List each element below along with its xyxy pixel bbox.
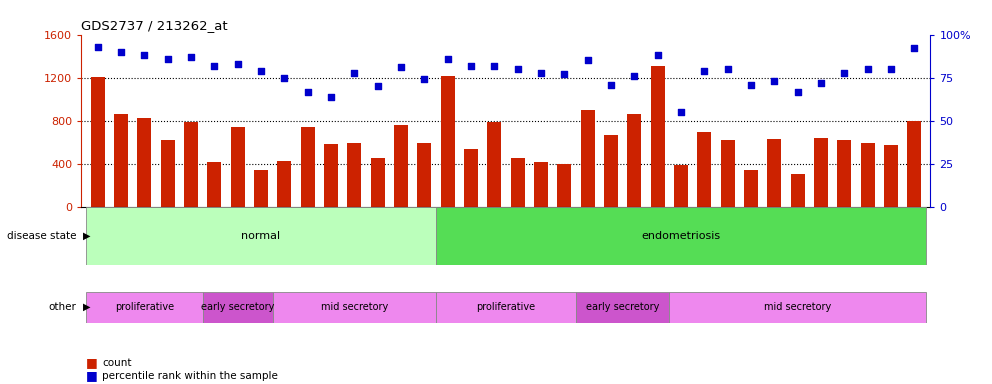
Bar: [418, 142, 432, 207]
Point: [557, 71, 572, 78]
Point: [860, 66, 876, 72]
Point: [696, 68, 712, 74]
Bar: [651, 66, 665, 207]
Point: [136, 52, 152, 58]
Bar: [791, 174, 805, 207]
Bar: [137, 118, 152, 207]
Point: [417, 76, 433, 83]
Point: [812, 80, 828, 86]
Point: [673, 109, 688, 116]
Bar: [907, 121, 922, 207]
Text: mid secretory: mid secretory: [320, 302, 388, 312]
Point: [206, 63, 222, 69]
Bar: [627, 114, 641, 207]
Bar: [435, 207, 926, 265]
Bar: [558, 164, 571, 207]
Bar: [674, 165, 687, 207]
Point: [253, 68, 269, 74]
Text: ■: ■: [86, 369, 98, 382]
Point: [650, 52, 666, 58]
Text: ▶: ▶: [83, 231, 91, 241]
Text: other: other: [49, 302, 76, 312]
Bar: [278, 161, 292, 207]
Bar: [720, 141, 734, 207]
Text: proliferative: proliferative: [476, 302, 536, 312]
Point: [230, 61, 246, 67]
Text: disease state: disease state: [7, 231, 76, 241]
Point: [603, 82, 619, 88]
Bar: [86, 292, 202, 323]
Point: [463, 63, 479, 69]
Bar: [767, 139, 781, 207]
Point: [766, 78, 782, 84]
Bar: [207, 162, 221, 207]
Bar: [301, 127, 314, 207]
Bar: [511, 158, 525, 207]
Bar: [697, 132, 711, 207]
Bar: [576, 292, 670, 323]
Bar: [884, 145, 898, 207]
Bar: [464, 149, 478, 207]
Point: [323, 94, 339, 100]
Point: [113, 49, 129, 55]
Point: [743, 82, 759, 88]
Text: count: count: [102, 358, 132, 368]
Bar: [86, 207, 435, 265]
Bar: [837, 141, 851, 207]
Point: [883, 66, 899, 72]
Point: [486, 63, 502, 69]
Point: [346, 70, 362, 76]
Bar: [394, 125, 408, 207]
Text: percentile rank within the sample: percentile rank within the sample: [102, 371, 278, 381]
Point: [300, 89, 315, 95]
Text: endometriosis: endometriosis: [641, 231, 720, 241]
Bar: [202, 292, 273, 323]
Text: ▶: ▶: [83, 302, 91, 312]
Bar: [813, 138, 828, 207]
Bar: [534, 162, 548, 207]
Point: [439, 56, 455, 62]
Point: [836, 70, 852, 76]
Text: GDS2737 / 213262_at: GDS2737 / 213262_at: [81, 19, 228, 32]
Point: [626, 73, 642, 79]
Bar: [347, 142, 361, 207]
Bar: [114, 114, 128, 207]
Bar: [231, 127, 245, 207]
Bar: [580, 110, 594, 207]
Bar: [440, 76, 454, 207]
Point: [790, 89, 806, 95]
Point: [277, 75, 293, 81]
Bar: [670, 292, 926, 323]
Point: [393, 65, 409, 71]
Bar: [273, 292, 435, 323]
Text: mid secretory: mid secretory: [764, 302, 831, 312]
Bar: [371, 158, 385, 207]
Bar: [254, 170, 268, 207]
Bar: [161, 141, 175, 207]
Bar: [184, 122, 198, 207]
Bar: [860, 142, 875, 207]
Point: [510, 66, 526, 72]
Point: [184, 54, 199, 60]
Bar: [90, 77, 105, 207]
Bar: [744, 170, 758, 207]
Point: [719, 66, 735, 72]
Point: [89, 44, 105, 50]
Point: [579, 58, 595, 64]
Bar: [604, 135, 618, 207]
Point: [370, 83, 386, 89]
Bar: [324, 144, 338, 207]
Text: normal: normal: [241, 231, 281, 241]
Text: early secretory: early secretory: [201, 302, 275, 312]
Text: early secretory: early secretory: [586, 302, 660, 312]
Point: [907, 45, 923, 51]
Bar: [487, 122, 501, 207]
Text: ■: ■: [86, 356, 98, 369]
Point: [533, 70, 549, 76]
Point: [160, 56, 176, 62]
Text: proliferative: proliferative: [115, 302, 174, 312]
Bar: [435, 292, 576, 323]
